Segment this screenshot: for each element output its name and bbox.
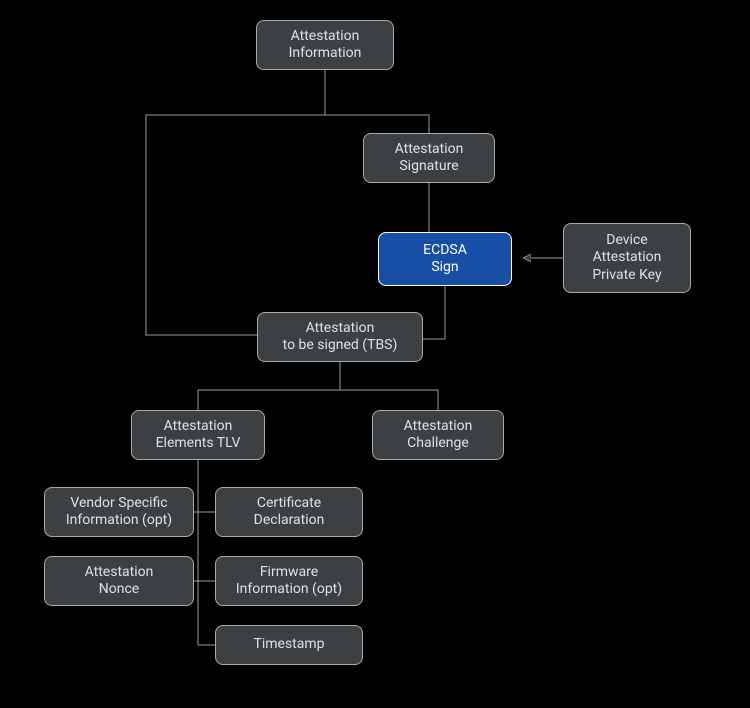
edge-4 [423, 286, 445, 339]
node-label: Attestation Signature [395, 141, 464, 176]
node-label: Vendor Specific Information (opt) [66, 495, 172, 530]
node-label: Attestation to be signed (TBS) [283, 320, 398, 355]
edge-1 [325, 70, 429, 133]
node-label: Firmware Information (opt) [236, 564, 342, 599]
node-attestation_signature: Attestation Signature [363, 133, 495, 183]
node-attestation_tbs: Attestation to be signed (TBS) [257, 312, 423, 362]
node-challenge: Attestation Challenge [372, 410, 504, 460]
node-elements_tlv: Attestation Elements TLV [131, 410, 265, 460]
node-label: Timestamp [253, 636, 324, 654]
node-label: Attestation Information [289, 28, 362, 63]
edge-5 [198, 362, 340, 410]
node-label: ECDSA Sign [423, 242, 467, 277]
edge-6 [340, 362, 438, 410]
edge-7 [198, 460, 215, 645]
node-cert_decl: Certificate Declaration [215, 487, 363, 537]
node-nonce: Attestation Nonce [44, 556, 194, 606]
node-vendor_info: Vendor Specific Information (opt) [44, 487, 194, 537]
node-ecdsa_sign: ECDSA Sign [378, 232, 512, 286]
node-attestation_info: Attestation Information [256, 20, 394, 70]
node-label: Device Attestation Private Key [592, 232, 661, 285]
node-label: Certificate Declaration [254, 495, 325, 530]
node-timestamp: Timestamp [215, 625, 363, 665]
node-label: Attestation Elements TLV [156, 418, 241, 453]
node-label: Attestation Challenge [404, 418, 473, 453]
node-label: Attestation Nonce [85, 564, 154, 599]
node-device_key: Device Attestation Private Key [563, 223, 691, 293]
edge-0 [146, 70, 325, 335]
diagram-canvas: Attestation Information Attestation Signa… [0, 0, 750, 708]
node-firmware: Firmware Information (opt) [215, 556, 363, 606]
